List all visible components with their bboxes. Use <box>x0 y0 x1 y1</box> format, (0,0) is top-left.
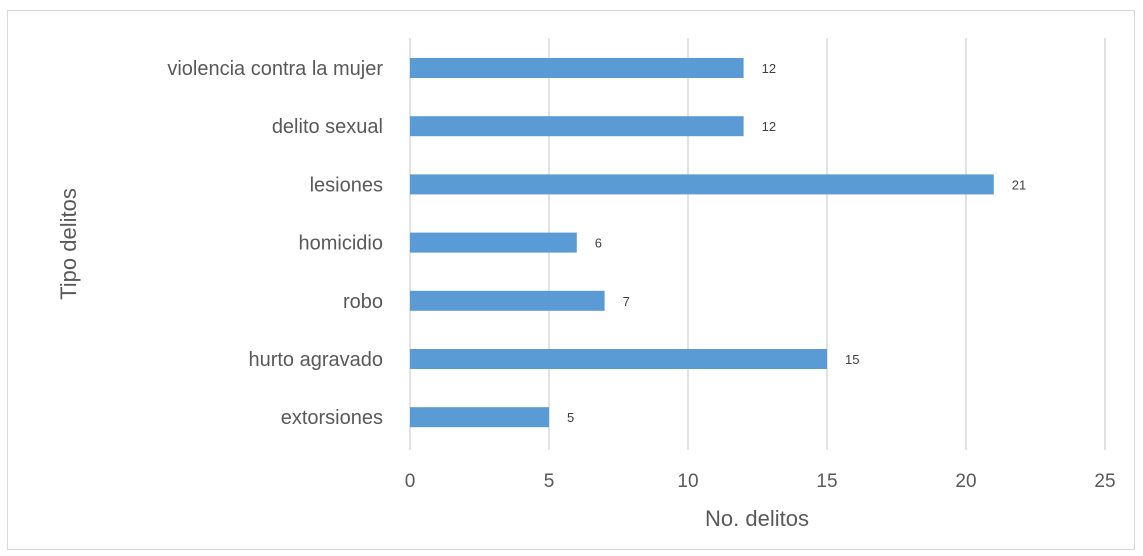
x-tick-label: 20 <box>955 471 976 492</box>
y-axis-title: Tipo delitos <box>56 188 81 300</box>
category-labels: violencia contra la mujer delito sexual le… <box>167 58 383 429</box>
bar <box>410 116 744 137</box>
x-axis-title: No. delitos <box>705 506 809 531</box>
data-label: 21 <box>1012 177 1026 192</box>
data-label: 5 <box>567 410 574 425</box>
bar <box>410 58 744 78</box>
x-tick-label: 15 <box>816 471 837 492</box>
category-label: robo <box>343 291 383 313</box>
data-label: 15 <box>845 352 859 367</box>
category-label: delito sexual <box>272 116 383 138</box>
data-label: 7 <box>623 294 630 309</box>
bar <box>410 407 549 428</box>
x-tick-labels: 0 5 10 15 20 25 <box>405 471 1116 492</box>
gridlines <box>409 38 1106 450</box>
bar <box>410 174 994 195</box>
data-label: 12 <box>762 119 776 134</box>
data-label: 12 <box>762 61 776 76</box>
bar <box>410 232 577 253</box>
category-label: violencia contra la mujer <box>167 58 383 80</box>
category-label: homicidio <box>299 233 383 255</box>
chart-frame <box>7 10 1135 550</box>
x-tick-label: 0 <box>405 471 416 492</box>
x-tick-label: 5 <box>544 471 555 492</box>
bars <box>410 58 994 428</box>
category-label: extorsiones <box>281 407 383 429</box>
x-tick-label: 10 <box>677 471 698 492</box>
x-tick-label: 25 <box>1094 471 1115 492</box>
category-label: hurto agravado <box>248 349 383 371</box>
category-label: lesiones <box>310 174 383 196</box>
data-label: 6 <box>595 236 602 251</box>
bar <box>410 349 827 369</box>
data-labels: 12 12 21 6 7 15 5 <box>567 61 1026 425</box>
bar <box>410 290 605 311</box>
